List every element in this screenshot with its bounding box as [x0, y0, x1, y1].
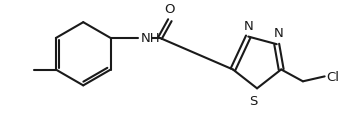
- Text: O: O: [165, 3, 175, 16]
- Text: N: N: [274, 27, 284, 40]
- Text: N: N: [244, 19, 253, 32]
- Text: NH: NH: [141, 32, 161, 45]
- Text: S: S: [249, 94, 257, 107]
- Text: Cl: Cl: [327, 70, 340, 83]
